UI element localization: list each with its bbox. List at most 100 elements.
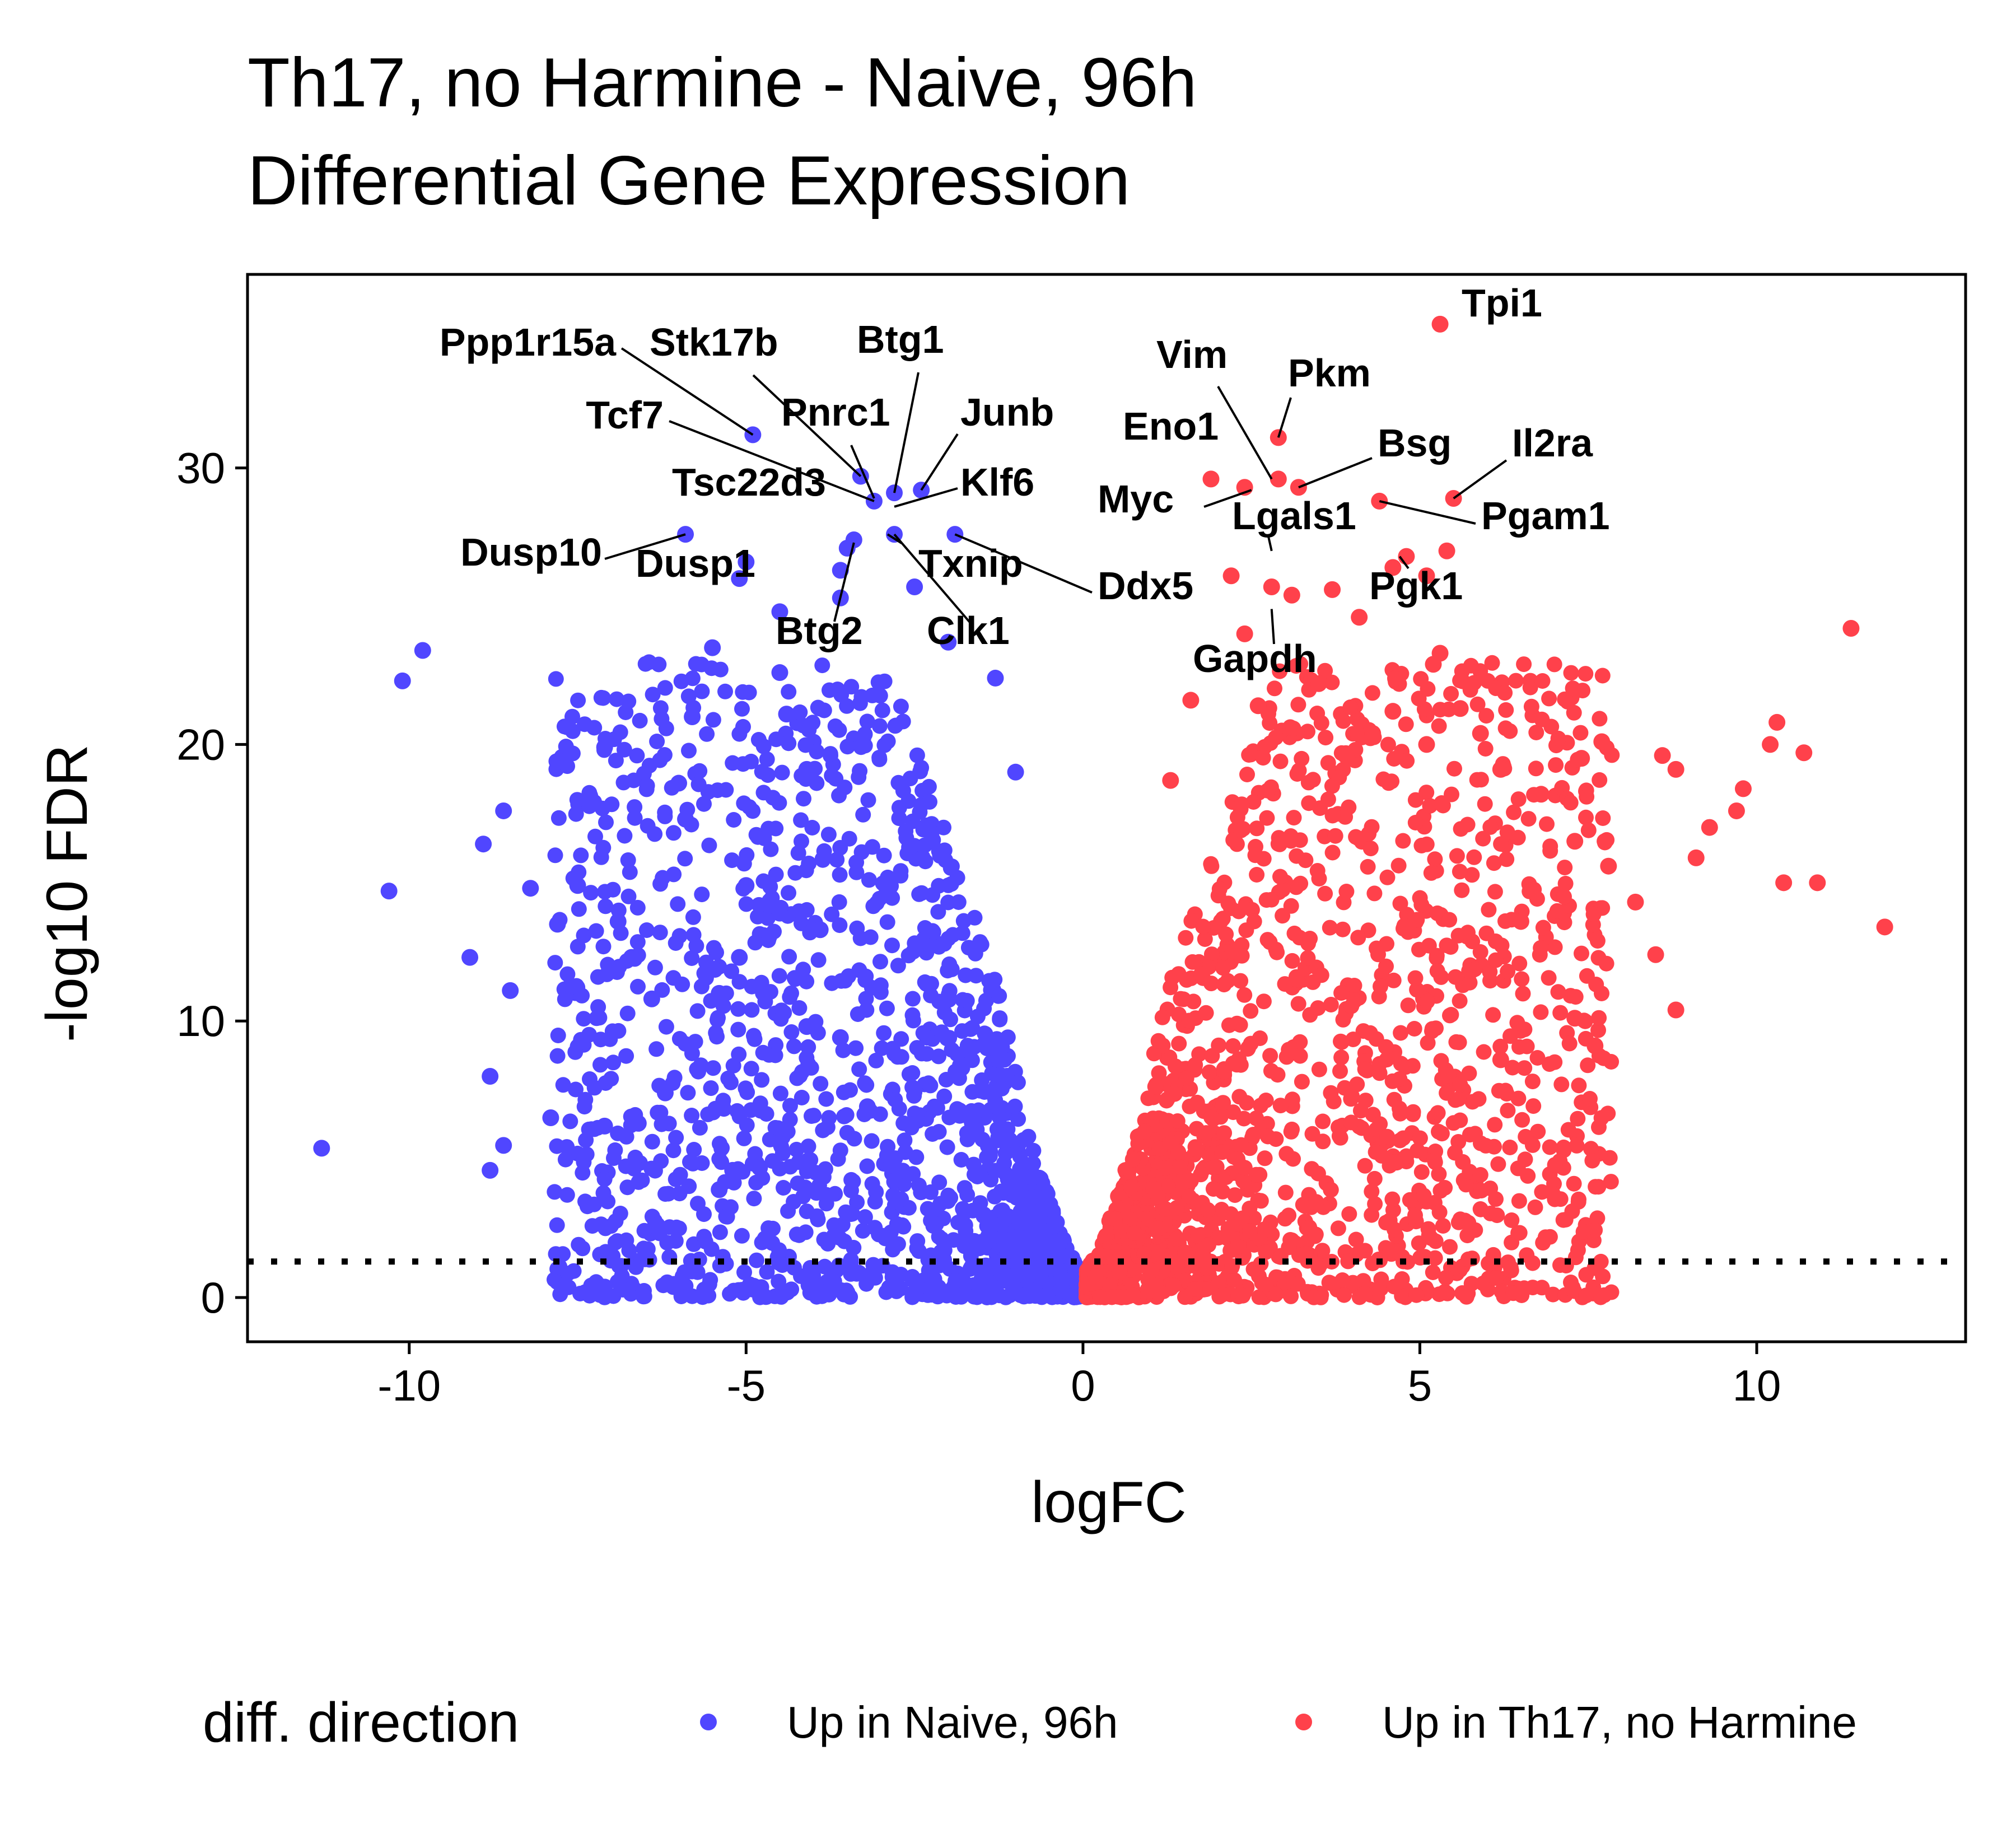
background-point — [977, 1026, 993, 1042]
background-point — [595, 690, 612, 706]
background-point — [1171, 1035, 1187, 1052]
data-point — [778, 706, 795, 723]
background-point — [821, 1286, 837, 1303]
background-point — [843, 1182, 859, 1198]
data-point — [858, 1098, 876, 1116]
background-point — [1423, 865, 1439, 881]
background-point — [1427, 1250, 1443, 1266]
background-point — [1464, 1094, 1481, 1110]
background-point — [1343, 1114, 1359, 1131]
background-point — [1560, 1122, 1576, 1138]
background-point — [876, 737, 893, 753]
background-point — [893, 1280, 909, 1296]
background-point — [1502, 1028, 1518, 1044]
background-point — [1452, 1112, 1468, 1128]
background-point — [1459, 1228, 1476, 1244]
background-point — [1292, 1048, 1308, 1064]
background-point — [752, 1095, 768, 1112]
points-layer — [313, 315, 1893, 1305]
background-point — [788, 1141, 805, 1158]
data-point — [1425, 656, 1442, 673]
data-point — [987, 669, 1004, 687]
background-point — [1529, 1050, 1546, 1066]
background-point — [773, 1011, 789, 1027]
background-point — [743, 753, 759, 769]
background-point — [739, 1084, 755, 1100]
background-point — [1247, 847, 1263, 864]
background-point — [955, 1201, 971, 1217]
background-point — [972, 1195, 988, 1211]
background-point — [979, 1149, 995, 1165]
background-point — [747, 935, 763, 951]
background-point — [1272, 663, 1288, 679]
background-point — [1197, 931, 1213, 947]
background-point — [843, 679, 860, 695]
background-point — [879, 914, 895, 930]
background-point — [608, 753, 624, 769]
background-point — [843, 1254, 859, 1271]
background-point — [790, 845, 806, 861]
background-point — [1534, 673, 1551, 689]
data-point — [832, 1029, 849, 1046]
background-point — [771, 968, 787, 984]
background-point — [1396, 918, 1412, 934]
background-point — [992, 1011, 1008, 1028]
gene-label-myc: Myc — [1098, 477, 1174, 521]
background-point — [1429, 950, 1445, 966]
background-point — [839, 739, 856, 755]
background-point — [1534, 1184, 1550, 1200]
background-point — [796, 791, 811, 807]
background-point — [1281, 1207, 1297, 1224]
background-point — [738, 896, 754, 912]
data-point — [502, 982, 519, 999]
background-point — [639, 777, 655, 794]
background-point — [1535, 920, 1551, 936]
background-point — [1249, 867, 1265, 883]
background-point — [716, 1101, 732, 1117]
background-point — [1557, 691, 1573, 707]
leader-line-clk1 — [893, 533, 973, 626]
background-point — [1151, 1220, 1167, 1236]
leader-line-klf6 — [894, 487, 958, 508]
data-point — [549, 916, 566, 933]
background-point — [616, 741, 632, 758]
background-point — [973, 1234, 990, 1250]
background-point — [1243, 1035, 1259, 1052]
background-point — [739, 847, 755, 863]
leader-line-vim — [1217, 385, 1273, 480]
background-point — [1298, 1245, 1314, 1262]
background-point — [1313, 715, 1329, 731]
background-point — [1442, 1007, 1458, 1024]
data-point — [771, 603, 788, 620]
data-point — [1162, 772, 1179, 789]
background-point — [948, 1273, 964, 1289]
background-point — [1065, 1287, 1080, 1304]
background-point — [884, 1264, 900, 1280]
data-point — [623, 949, 640, 966]
background-point — [1518, 1128, 1534, 1145]
background-point — [855, 1222, 871, 1239]
background-point — [879, 1000, 895, 1016]
background-point — [783, 1024, 800, 1040]
background-point — [1589, 933, 1606, 949]
background-point — [1308, 1194, 1324, 1210]
background-point — [1327, 828, 1343, 844]
background-point — [843, 1266, 859, 1282]
background-point — [1193, 966, 1209, 982]
background-point — [782, 1098, 798, 1114]
background-point — [1487, 1117, 1503, 1133]
background-point — [1335, 1011, 1351, 1028]
background-point — [696, 796, 712, 812]
background-point — [1587, 1222, 1603, 1238]
data-point — [1249, 697, 1267, 715]
background-point — [1473, 1183, 1490, 1199]
background-point — [557, 1151, 573, 1168]
background-point — [671, 928, 688, 944]
background-point — [1424, 1021, 1440, 1037]
background-point — [576, 1011, 592, 1027]
background-point — [1216, 1125, 1233, 1141]
background-point — [714, 1140, 730, 1156]
data-point — [1573, 750, 1590, 767]
background-point — [1320, 755, 1336, 771]
background-point — [669, 1219, 685, 1235]
